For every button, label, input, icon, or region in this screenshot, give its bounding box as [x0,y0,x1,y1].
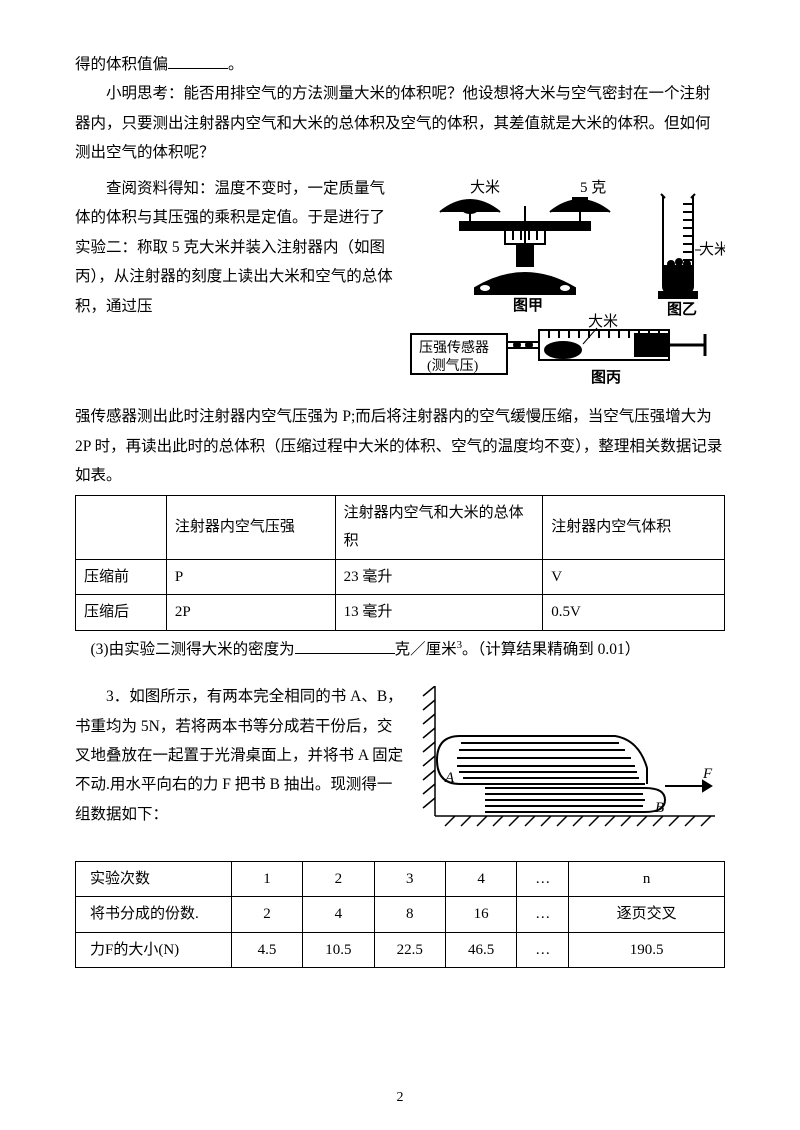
cell: 0.5V [543,595,725,631]
cell: 实验次数 [76,861,232,897]
cell: 13 毫升 [335,595,543,631]
cell [76,495,167,559]
cell: 190.5 [569,932,725,968]
blank-1 [168,53,228,70]
cell: 4.5 [231,932,302,968]
cell: 2 [303,861,374,897]
cell: 注射器内空气体积 [543,495,725,559]
label-dami: 大米 [470,179,500,196]
syringe-icon: 压强传感器 (测气压) [411,330,705,374]
label-tujia: 图甲 [513,297,543,314]
cell: 1 [231,861,302,897]
cell: 10.5 [303,932,374,968]
figure-books: A B F [415,686,725,846]
frag-line: 得的体积值偏 。 [75,50,725,79]
table-force: 实验次数 1 2 3 4 … n 将书分成的份数. 2 4 8 16 … 逐页交… [75,861,725,969]
table-surface [435,816,715,826]
label-B: B [655,800,664,816]
para-method-b: 强传感器测出此时注射器内空气压强为 P;而后将注射器内的空气缓慢压缩，当空气压强… [75,402,725,490]
frag-suffix: 。 [228,56,244,73]
para-thought: 小明思考：能否用排空气的方法测量大米的体积呢？他设想将大米与空气密封在一个注射器… [75,79,725,167]
cell: … [517,897,569,933]
cell: … [517,861,569,897]
label-dami2: 大米 [699,241,725,258]
cell: 4 [303,897,374,933]
label-5g: 5 克 [580,179,606,196]
cell: 逐页交叉 [569,897,725,933]
cylinder-icon [659,194,697,298]
cell: 压缩后 [76,595,167,631]
table-row: 压缩后 2P 13 毫升 0.5V [76,595,725,631]
label-F: F [702,766,713,782]
cell: n [569,861,725,897]
label-tuyi: 图乙 [667,301,697,318]
cell: 22.5 [374,932,445,968]
cell: V [543,559,725,595]
cell: 46.5 [445,932,516,968]
cell: 4 [445,861,516,897]
cell: 8 [374,897,445,933]
cell: 注射器内空气和大米的总体积 [335,495,543,559]
cell: P [166,559,335,595]
balance-icon [440,198,610,294]
cell: 16 [445,897,516,933]
q3-unit: 克／厘米 [395,641,457,658]
page-number: 2 [0,1085,800,1112]
frag-prefix: 得的体积值偏 [75,56,168,73]
table-row: 力F的大小(N) 4.5 10.5 22.5 46.5 … 190.5 [76,932,725,968]
cell: … [517,932,569,968]
table-row: 将书分成的份数. 2 4 8 16 … 逐页交叉 [76,897,725,933]
force-arrow-icon [665,781,711,791]
cell: 将书分成的份数. [76,897,232,933]
question-3: (3)由实验二测得大米的密度为克／厘米3。（计算结果精确到 0.01） [75,635,725,665]
table-row: 实验次数 1 2 3 4 … n [76,861,725,897]
cell: 注射器内空气压强 [166,495,335,559]
cell: 2 [231,897,302,933]
cell: 2P [166,595,335,631]
table-experiment: 注射器内空气压强 注射器内空气和大米的总体积 注射器内空气体积 压缩前 P 23… [75,495,725,631]
label-tubing: 图丙 [591,369,621,386]
figure-apparatus: 大米 5 克 [405,178,725,398]
q3-suffix: 。（计算结果精确到 0.01） [462,641,640,658]
table-row: 压缩前 P 23 毫升 V [76,559,725,595]
books-icon [437,736,665,812]
cell: 压缩前 [76,559,167,595]
cell: 力F的大小(N) [76,932,232,968]
svg-text:压强传感器: 压强传感器 [419,339,489,356]
wall-icon [423,686,435,816]
table-row: 注射器内空气压强 注射器内空气和大米的总体积 注射器内空气体积 [76,495,725,559]
label-A: A [444,770,455,786]
q3-prefix: (3)由实验二测得大米的密度为 [91,641,295,658]
label-dami3: 大米 [588,313,618,330]
svg-text:(测气压): (测气压) [427,358,479,374]
blank-density [295,637,395,654]
cell: 3 [374,861,445,897]
cell: 23 毫升 [335,559,543,595]
